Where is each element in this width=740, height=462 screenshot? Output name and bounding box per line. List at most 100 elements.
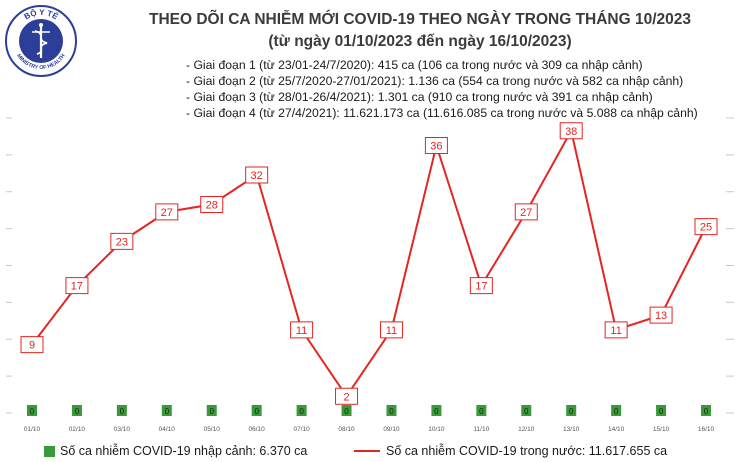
svg-text:28: 28 <box>206 200 218 212</box>
data-label-domestic: 13 <box>649 306 673 324</box>
bar-label-imported: 0 <box>251 405 262 416</box>
svg-text:0: 0 <box>210 407 215 416</box>
data-label-domestic: 11 <box>604 321 628 339</box>
x-tick-label: 11/10 <box>473 426 489 433</box>
legend-swatch-domestic <box>354 450 380 452</box>
data-label-domestic: 2 <box>335 387 359 405</box>
svg-text:38: 38 <box>565 126 577 138</box>
x-tick-label: 06/10 <box>249 426 266 433</box>
svg-text:17: 17 <box>475 281 487 293</box>
series-line-domestic <box>31 127 707 399</box>
x-tick-label: 02/10 <box>69 426 86 433</box>
data-label-domestic: 11 <box>290 321 314 339</box>
bar-label-imported: 0 <box>116 405 127 416</box>
svg-text:27: 27 <box>161 207 173 219</box>
x-tick-label: 10/10 <box>428 426 445 433</box>
bar-label-imported: 0 <box>27 405 37 416</box>
bar-label-imported: 0 <box>206 405 217 416</box>
data-label-domestic: 9 <box>20 336 44 354</box>
phase-note-1: - Giai đoạn 1 (từ 23/01-24/7/2020): 415 … <box>186 58 643 72</box>
bar-label-imported: 0 <box>296 405 307 416</box>
caduceus-icon <box>32 23 50 58</box>
bar-label-imported: 0 <box>701 405 711 416</box>
bar-label-imported: 0 <box>386 405 397 416</box>
bar-label-imported: 0 <box>431 405 442 416</box>
svg-text:11: 11 <box>386 325 397 337</box>
x-tick-label: 07/10 <box>293 426 310 433</box>
svg-text:36: 36 <box>430 141 442 153</box>
bar-label-imported: 0 <box>476 405 487 416</box>
data-label-domestic: 32 <box>245 166 269 184</box>
bar-label-imported: 0 <box>566 405 577 416</box>
x-tick-label: 14/10 <box>608 426 625 433</box>
svg-text:0: 0 <box>165 407 170 416</box>
data-label-domestic: 38 <box>559 122 583 140</box>
x-tick-label: 08/10 <box>338 426 355 433</box>
data-label-domestic: 27 <box>155 203 179 221</box>
svg-text:25: 25 <box>700 222 712 234</box>
x-tick-label: 13/10 <box>563 426 580 433</box>
svg-text:23: 23 <box>116 236 128 248</box>
svg-text:0: 0 <box>120 407 125 416</box>
bar-label-imported: 0 <box>341 405 352 416</box>
data-label-domestic: 27 <box>514 203 538 221</box>
chart-title: THEO DÕI CA NHIỄM MỚI COVID-19 THEO NGÀY… <box>148 11 692 28</box>
svg-text:32: 32 <box>251 170 263 182</box>
svg-text:0: 0 <box>569 407 574 416</box>
bar-label-imported: 0 <box>161 405 172 416</box>
phase-note-2: - Giai đoạn 2 (từ 25/7/2020-27/01/2021):… <box>186 74 684 88</box>
svg-text:0: 0 <box>614 407 619 416</box>
svg-text:0: 0 <box>479 407 484 416</box>
svg-text:0: 0 <box>524 407 529 416</box>
x-tick-label: 09/10 <box>383 426 400 433</box>
data-label-domestic: 17 <box>65 277 89 295</box>
legend-label-domestic: Số ca nhiễm COVID-19 trong nước: 11.617.… <box>386 444 668 458</box>
svg-text:0: 0 <box>704 407 709 416</box>
phase-notes: - Giai đoạn 1 (từ 23/01-24/7/2020): 415 … <box>186 57 698 121</box>
legend-item-imported: Số ca nhiễm COVID-19 nhập cảnh: 6.370 ca <box>44 444 307 458</box>
bar-label-imported: 0 <box>71 405 82 416</box>
svg-text:17: 17 <box>71 281 83 293</box>
svg-text:27: 27 <box>520 207 532 219</box>
logo-text: BỘ Y TẾ <box>23 8 61 22</box>
svg-text:BỘ Y TẾ: BỘ Y TẾ <box>23 8 61 22</box>
data-label-domestic: 23 <box>110 232 134 250</box>
legend-item-domestic: Số ca nhiễm COVID-19 trong nước: 11.617.… <box>354 444 667 458</box>
legend-swatch-imported <box>44 445 55 457</box>
ministry-logo: BỘ Y TẾ MINISTRY OF HEALTH <box>5 5 77 77</box>
svg-text:0: 0 <box>299 407 304 416</box>
x-tick-label: 01/10 <box>24 426 41 433</box>
x-tick-label: 15/10 <box>653 426 670 433</box>
x-tick-label: 12/10 <box>518 426 535 433</box>
bar-label-imported: 0 <box>656 405 667 416</box>
data-label-domestic: 36 <box>424 137 448 154</box>
legend: Số ca nhiễm COVID-19 nhập cảnh: 6.370 ca… <box>0 444 740 462</box>
svg-text:0: 0 <box>389 407 394 416</box>
data-label-domestic: 17 <box>469 277 493 295</box>
svg-text:11: 11 <box>610 325 621 337</box>
legend-label-imported: Số ca nhiễm COVID-19 nhập cảnh: 6.370 ca <box>60 444 308 458</box>
phase-note-4: - Giai đoạn 4 (từ 27/4/2021): 11.621.173… <box>186 106 698 120</box>
svg-text:11: 11 <box>296 325 307 337</box>
x-tick-label: 16/10 <box>698 426 715 433</box>
x-tick-label: 05/10 <box>204 426 221 433</box>
svg-text:0: 0 <box>30 407 35 416</box>
svg-text:2: 2 <box>343 391 349 403</box>
phase-note-3: - Giai đoạn 3 (từ 28/01-26/4/2021): 1.30… <box>186 90 653 104</box>
x-tick-label: 03/10 <box>114 426 131 433</box>
svg-text:13: 13 <box>655 310 667 322</box>
data-label-domestic: 25 <box>694 218 718 236</box>
bar-label-imported: 0 <box>521 405 532 416</box>
svg-text:0: 0 <box>659 407 664 416</box>
svg-text:0: 0 <box>434 407 439 416</box>
svg-text:9: 9 <box>29 340 35 352</box>
chart-subtitle: (từ ngày 01/10/2023 đến ngày 16/10/2023) <box>268 33 572 50</box>
x-tick-label: 04/10 <box>159 426 176 433</box>
bar-label-imported: 0 <box>611 405 622 416</box>
data-label-domestic: 11 <box>379 321 403 339</box>
svg-text:0: 0 <box>254 407 259 416</box>
svg-text:0: 0 <box>344 407 349 416</box>
svg-text:0: 0 <box>75 407 80 416</box>
data-label-domestic: 28 <box>200 196 224 213</box>
